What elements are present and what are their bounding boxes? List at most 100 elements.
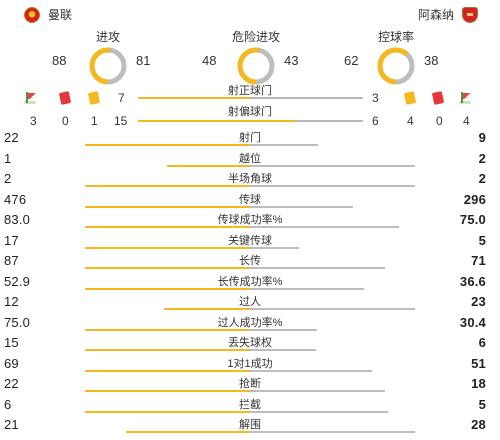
stat-label: 拦截 xyxy=(239,398,261,411)
stat-away-value: 28 xyxy=(471,417,486,432)
away-bar xyxy=(250,97,363,99)
stat-away-bar xyxy=(250,328,317,331)
stat-row: 2 半场角球 2 xyxy=(0,168,500,190)
stat-home-bar xyxy=(126,431,250,433)
shots-off-target-row: 射偏球门 3 0 1 15 6 4 0 4 xyxy=(0,103,500,128)
stat-home-bar xyxy=(85,226,250,228)
stat-home-bar xyxy=(85,144,250,146)
stat-home-bar xyxy=(85,349,250,351)
away-shots-on-target: 3 xyxy=(372,91,379,105)
home-yellow-cards: 1 xyxy=(91,114,98,128)
donut-chart xyxy=(89,47,127,85)
away-yellow-cards: 4 xyxy=(407,114,414,128)
stat-away-bar xyxy=(250,205,353,208)
stat-away-value: 6 xyxy=(478,335,486,350)
stat-label: 解围 xyxy=(239,419,261,431)
stat-row: 22 抢断 18 xyxy=(0,373,500,395)
ring-away-value: 38 xyxy=(424,53,439,68)
stat-home-value: 6 xyxy=(4,396,12,412)
stat-away-value: 2 xyxy=(478,171,486,186)
stat-away-bar xyxy=(250,410,388,413)
ring-home-arc xyxy=(377,47,415,85)
stat-home-value: 15 xyxy=(4,335,19,350)
ring-home-value: 88 xyxy=(52,53,67,68)
home-bar xyxy=(138,120,295,122)
stat-home-value: 2 xyxy=(4,171,12,186)
stat-home-value: 83.0 xyxy=(4,212,31,227)
donut-chart xyxy=(237,47,275,85)
stat-home-value: 22 xyxy=(4,130,19,145)
stat-away-bar xyxy=(250,226,399,228)
ring-attacks: 进攻 88 81 xyxy=(28,28,188,90)
stat-row: 21 解围 28 xyxy=(0,414,500,436)
stat-home-value: 476 xyxy=(4,191,27,207)
stat-label: 丢失球权 xyxy=(228,337,272,349)
stat-away-value: 5 xyxy=(478,232,486,248)
stat-label: 长传成功率% xyxy=(217,275,283,288)
stat-home-bar xyxy=(85,246,250,249)
stat-row: 87 长传 71 xyxy=(0,250,500,272)
stat-home-value: 75.0 xyxy=(4,314,31,330)
stat-home-value: 87 xyxy=(4,253,19,268)
stat-row: 17 关键传球 5 xyxy=(0,230,500,252)
manchester-united-crest-icon xyxy=(24,6,40,23)
stat-away-bar xyxy=(250,349,316,351)
shots-on-target-row: 射正球门 7 3 xyxy=(0,82,500,105)
corner-flag-icon xyxy=(24,92,38,104)
stat-label: 抢断 xyxy=(239,378,261,390)
ring-home-arc xyxy=(237,47,275,85)
home-team-name: 曼联 xyxy=(48,8,73,22)
stat-home-bar xyxy=(164,308,250,310)
stat-row: 12 过人 23 xyxy=(0,291,500,313)
stat-away-bar xyxy=(250,185,415,187)
stat-label: 传球 xyxy=(239,193,261,206)
stat-away-value: 2 xyxy=(478,150,486,166)
ring-possession: 控球率 62 38 xyxy=(316,28,476,90)
corner-flag-icon xyxy=(459,92,473,104)
home-team[interactable]: 曼联 xyxy=(24,6,72,23)
ring-home-value: 62 xyxy=(344,53,359,68)
stat-away-value: 51 xyxy=(471,355,486,371)
stat-home-bar xyxy=(85,369,250,372)
stat-away-bar xyxy=(250,164,415,167)
away-team[interactable]: 阿森纳 xyxy=(418,6,478,23)
away-corners: 4 xyxy=(463,114,470,128)
stat-away-value: 23 xyxy=(471,294,486,309)
stat-home-value: 12 xyxy=(4,294,19,309)
stat-away-bar xyxy=(250,246,299,249)
stat-home-bar xyxy=(85,205,250,208)
stat-home-value: 21 xyxy=(4,417,19,432)
home-shots-off-target: 15 xyxy=(114,114,128,128)
ring-dangerous-attacks: 危险进攻 48 43 xyxy=(176,28,336,90)
stat-away-bar xyxy=(250,308,415,310)
stat-home-value: 1 xyxy=(4,150,12,166)
stat-label: 半场角球 xyxy=(228,173,272,185)
stat-away-bar xyxy=(250,267,385,269)
stat-label: 传球成功率% xyxy=(217,214,283,226)
stat-away-value: 75.0 xyxy=(459,212,486,227)
stat-label: 关键传球 xyxy=(228,234,272,247)
stat-label: 1对1成功 xyxy=(227,357,273,370)
stat-away-value: 18 xyxy=(471,376,486,391)
stat-label: 越位 xyxy=(239,152,261,165)
stat-away-bar xyxy=(250,287,364,290)
stat-home-bar xyxy=(85,185,250,187)
stat-row: 75.0 过人成功率% 30.4 xyxy=(0,312,500,334)
stat-row: 69 1对1成功 51 xyxy=(0,353,500,375)
stat-away-bar xyxy=(250,431,415,433)
ring-home-value: 48 xyxy=(202,53,217,68)
shots-off-target-label: 射偏球门 xyxy=(228,106,272,118)
ring-title: 控球率 xyxy=(377,30,414,44)
home-corners: 3 xyxy=(30,114,37,128)
home-red-cards: 0 xyxy=(62,114,69,128)
stat-away-value: 71 xyxy=(471,253,486,268)
stat-away-value: 5 xyxy=(478,396,486,412)
home-bar xyxy=(138,97,250,99)
stat-home-bar xyxy=(85,328,250,331)
stat-away-value: 296 xyxy=(463,191,486,207)
ring-title: 进攻 xyxy=(95,30,120,44)
stat-home-value: 52.9 xyxy=(4,273,31,289)
stat-label: 过人成功率% xyxy=(217,316,283,329)
stat-home-value: 69 xyxy=(4,355,19,371)
ring-away-value: 43 xyxy=(284,53,299,68)
